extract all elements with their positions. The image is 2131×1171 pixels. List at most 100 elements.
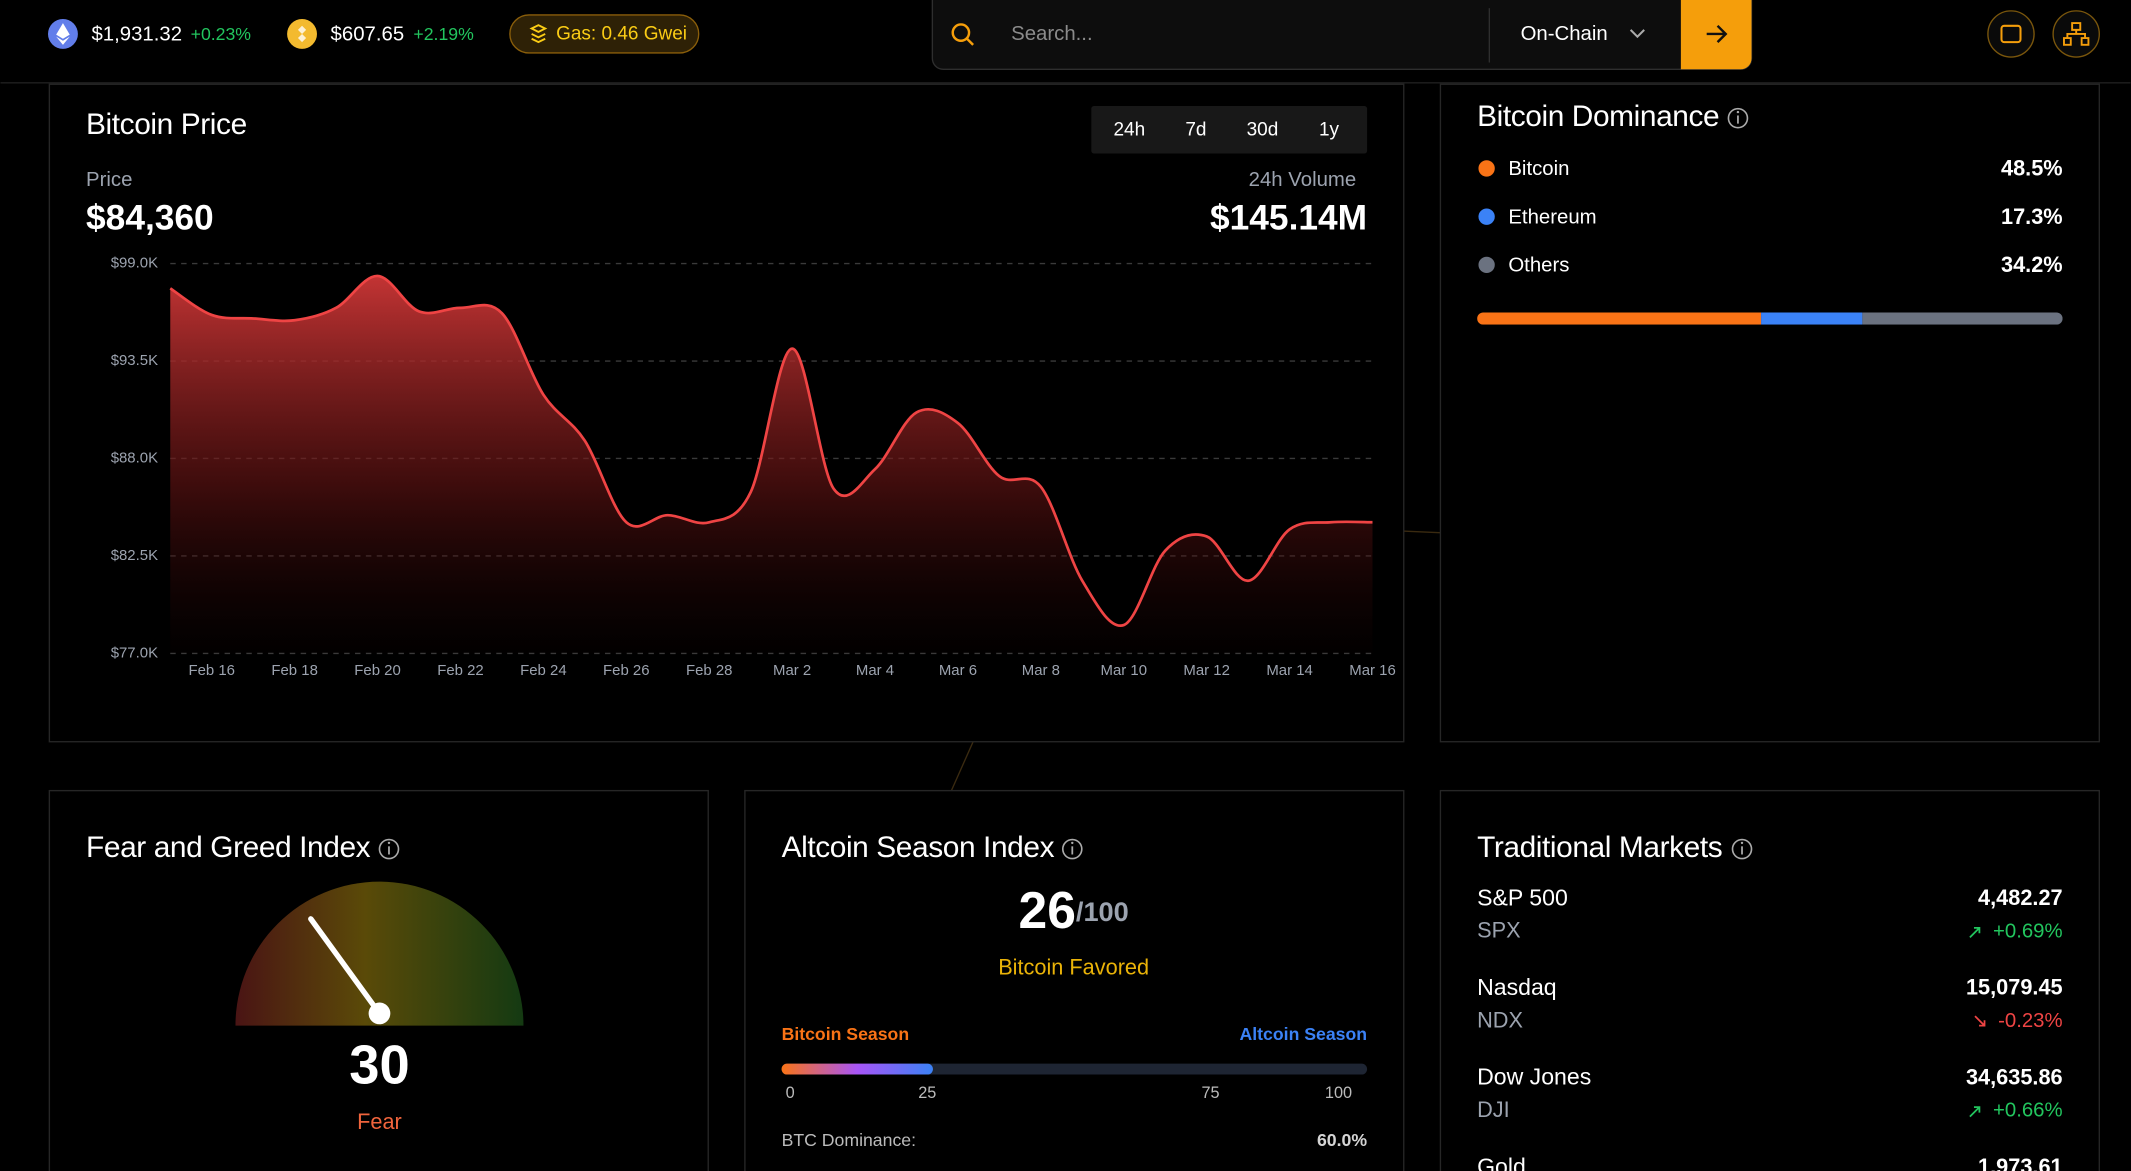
gas-icon [529,24,548,44]
info-icon[interactable] [1727,107,1749,129]
altcoin-season-panel: Altcoin Season Index 26/100 Bitcoin Favo… [744,789,1405,1171]
x-tick-label: Feb 16 [188,662,235,679]
gauge-hub [368,1002,391,1025]
bitcoin-season-label: Bitcoin Season [782,1024,910,1044]
panel-title: Traditional Markets [1477,831,1722,864]
markets-panel: Traditional Markets S&P 500 4,482.27 SPX +0… [1439,789,2100,1171]
eth-price: $1,931.32 [91,24,182,46]
market-price: 15,079.45 [1966,975,2063,1000]
search-mode-chevron [1629,29,1645,39]
bnb-price: $607.65 [331,24,405,46]
market-price: 1,973.61 [1978,1154,2063,1171]
x-tick-label: Mar 16 [1349,662,1396,679]
top-bar: $1,931.32 +0.23% $607.65 +2.19% Gas: 0.4… [0,0,2131,84]
btc-dominance-label: BTC Dominance: [782,1130,916,1150]
market-change-arrow [1974,1015,1986,1027]
info-icon[interactable] [1731,838,1753,860]
x-tick-label: Feb 20 [354,662,401,679]
bitcoin-price-panel: Bitcoin Price 24h 7d 30d 1y Price $84,36… [48,83,1405,743]
x-tick-label: Feb 24 [520,662,567,679]
range-button[interactable]: 1y [1319,119,1340,140]
altcoin-value: 26 [1019,881,1076,939]
market-change-arrow [1969,926,1981,938]
x-tick-label: Mar 2 [773,662,811,679]
legend-value: 48.5% [2001,156,2063,181]
market-price: 4,482.27 [1978,885,2063,910]
market-name: Dow Jones [1477,1064,1591,1090]
eth-change: +0.23% [191,24,252,44]
panel [744,789,1405,1171]
panel [1439,83,2100,743]
x-tick-label: Mar 6 [939,662,977,679]
y-tick-label: $77.0K [111,644,158,661]
info-icon[interactable] [1061,838,1083,860]
range-button[interactable]: 30d [1247,119,1279,140]
market-name: Gold [1477,1153,1526,1171]
legend-dot [1478,256,1495,274]
season-tick-label: 100 [1325,1084,1352,1102]
y-tick-label: $88.0K [111,449,158,466]
info-icon[interactable] [378,838,400,860]
panel-title: Bitcoin Dominance [1477,100,1719,133]
market-name: S&P 500 [1477,884,1568,910]
search-placeholder[interactable]: Search... [1011,23,1092,45]
panel-title: Fear and Greed Index [86,831,371,864]
fear-greed-panel: Fear and Greed Index 30 Fear [48,789,709,1171]
gas-label: Gas: 0.46 Gwei [556,24,687,45]
price-value: $84,360 [86,198,214,237]
x-tick-label: Feb 22 [437,662,484,679]
panel [1439,789,2100,1171]
wallet-button[interactable] [1987,10,2035,58]
market-change: +0.66% [1993,1100,2063,1122]
network-icon [2063,22,2090,46]
y-tick-label: $93.5K [111,352,158,369]
season-fill [781,1063,933,1075]
legend-dot [1478,160,1495,177]
market-name: Nasdaq [1477,974,1557,1000]
legend-name: Bitcoin [1508,158,1569,180]
price-line [169,274,1373,627]
dominance-panel: Bitcoin Dominance Bitcoin 48.5% Ethereum 17… [1439,83,2100,743]
bnb-change: +2.19% [413,24,474,44]
x-tick-label: Mar 10 [1101,662,1148,679]
range-button[interactable]: 7d [1185,119,1206,140]
dominance-segment [1761,312,1863,325]
panel-title: Altcoin Season Index [782,831,1055,864]
market-change: -0.23% [1998,1010,2063,1032]
bnb-glyph [297,25,307,43]
dominance-segment [1862,312,2063,325]
gauge-needle [308,916,383,1017]
search-mode[interactable]: On-Chain [1521,23,1608,45]
market-symbol: DJI [1477,1097,1510,1122]
season-tick-label: 75 [1201,1084,1219,1102]
altcoin-max: /100 [1076,896,1129,927]
eth-glyph [56,23,70,45]
range-selector [1091,105,1368,154]
price-label: Price [86,169,132,191]
legend-name: Others [1508,255,1569,277]
market-change: +0.69% [1993,920,2063,942]
gauge-value: 30 [349,1034,409,1095]
volume-label: 24h Volume [1249,169,1357,191]
volume-value: $145.14M [1210,198,1367,237]
panel-title: Bitcoin Price [86,108,247,141]
x-tick-label: Feb 18 [271,662,318,679]
dominance-segment [1477,312,1762,325]
x-tick-label: Feb 26 [603,662,650,679]
price-chart: $77.0K $82.5K $88.0K $93.5K $99.0K Feb 16 Feb … [111,254,1396,679]
market-symbol: NDX [1477,1007,1523,1032]
legend-dot [1478,208,1495,225]
legend-value: 17.3% [2001,204,2063,229]
wallet-icon [2000,24,2022,44]
range-button[interactable]: 24h [1113,119,1145,140]
x-tick-label: Feb 28 [686,662,733,679]
x-tick-label: Mar 8 [1022,662,1060,679]
season-tick-label: 25 [918,1084,936,1102]
dominance-bar [1477,312,2063,325]
legend-value: 34.2% [2001,252,2063,277]
market-change-arrow [1969,1106,1981,1118]
gas-pill[interactable] [509,14,700,54]
